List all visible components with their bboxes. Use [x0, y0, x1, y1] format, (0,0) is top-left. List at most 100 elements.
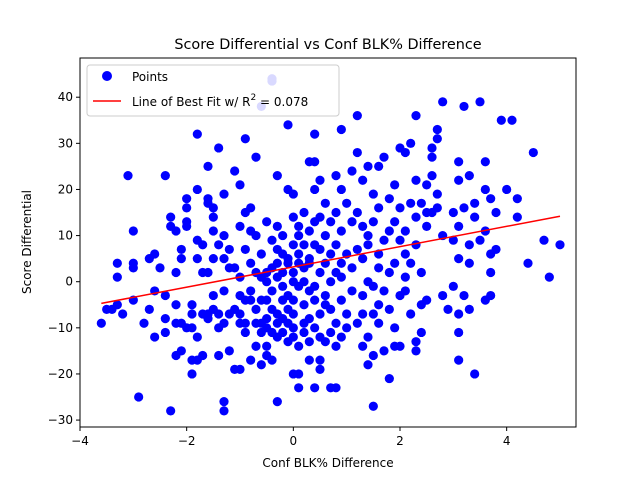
- data-point: [400, 249, 410, 259]
- data-point: [326, 217, 336, 227]
- data-point: [336, 332, 346, 342]
- x-axis-label: Conf BLK% Difference: [262, 456, 393, 470]
- data-point: [246, 286, 256, 296]
- data-point: [187, 369, 197, 379]
- data-point: [123, 171, 133, 181]
- data-point: [464, 240, 474, 250]
- data-point: [208, 212, 218, 222]
- data-point: [342, 309, 352, 319]
- legend-box: [86, 64, 340, 117]
- data-point: [384, 304, 394, 314]
- data-point: [272, 397, 282, 407]
- data-point: [315, 364, 325, 374]
- data-point: [150, 332, 160, 342]
- data-point: [395, 203, 405, 213]
- data-point: [486, 290, 496, 301]
- data-point: [454, 309, 464, 319]
- data-point: [379, 346, 389, 356]
- data-point: [187, 323, 197, 333]
- data-point: [416, 198, 426, 208]
- data-point: [374, 203, 384, 213]
- data-point: [240, 327, 250, 338]
- data-point: [486, 194, 496, 204]
- data-point: [176, 346, 186, 356]
- data-point: [251, 341, 261, 351]
- data-point: [406, 138, 416, 148]
- data-point: [470, 369, 480, 379]
- y-tick-label: 20: [58, 182, 73, 196]
- data-point: [278, 230, 288, 241]
- data-point: [374, 263, 384, 273]
- data-point: [224, 244, 234, 255]
- data-point: [411, 111, 421, 121]
- data-point: [294, 383, 304, 393]
- data-point: [528, 147, 538, 158]
- data-point: [203, 161, 213, 171]
- data-point: [448, 207, 458, 218]
- data-point: [358, 341, 368, 351]
- data-point: [523, 258, 533, 268]
- data-point: [315, 212, 325, 222]
- data-point: [336, 226, 346, 236]
- data-point: [331, 171, 341, 181]
- data-point: [278, 267, 288, 278]
- data-point: [294, 369, 304, 379]
- legend-fit-label: Line of Best Fit w/ R2 = 0.078: [132, 93, 308, 109]
- data-point: [310, 281, 320, 291]
- data-point: [379, 152, 389, 162]
- y-tick-label: −30: [48, 413, 73, 427]
- data-point: [464, 171, 474, 181]
- x-tick-label: −4: [71, 434, 89, 448]
- data-point: [272, 171, 282, 181]
- data-point: [448, 235, 458, 245]
- data-point: [390, 180, 400, 190]
- data-point: [171, 267, 181, 278]
- data-point: [347, 166, 357, 176]
- data-point: [267, 235, 277, 245]
- data-point: [379, 235, 389, 245]
- data-point: [464, 304, 474, 314]
- data-point: [438, 290, 448, 301]
- data-point: [230, 166, 240, 176]
- data-point: [219, 230, 229, 241]
- data-point: [320, 290, 330, 301]
- data-point: [363, 360, 373, 370]
- data-point: [294, 230, 304, 241]
- data-point: [480, 157, 490, 167]
- data-point: [347, 217, 357, 227]
- data-point: [336, 258, 346, 268]
- data-point: [251, 152, 261, 162]
- data-point: [491, 244, 501, 255]
- data-point: [262, 341, 272, 351]
- data-point: [262, 277, 272, 287]
- data-point: [416, 327, 426, 338]
- data-point: [384, 373, 394, 384]
- data-point: [470, 198, 480, 208]
- data-point: [411, 212, 421, 222]
- data-point: [459, 101, 469, 112]
- best-fit-line: [101, 215, 561, 305]
- data-point: [299, 327, 309, 338]
- x-tick-label: −2: [178, 434, 196, 448]
- data-point: [384, 226, 394, 236]
- data-point: [374, 318, 384, 328]
- data-point: [208, 290, 218, 301]
- data-point: [166, 406, 176, 416]
- data-point: [150, 249, 160, 259]
- data-point: [256, 360, 266, 370]
- data-point: [294, 221, 304, 231]
- data-point: [171, 226, 181, 236]
- data-point: [336, 295, 346, 305]
- data-point: [267, 355, 277, 365]
- data-point: [363, 332, 373, 342]
- data-point: [512, 212, 522, 222]
- data-point: [246, 258, 256, 268]
- data-point: [112, 300, 122, 310]
- data-point: [331, 240, 341, 250]
- data-point: [470, 212, 480, 222]
- data-point: [96, 318, 106, 328]
- legend-fit-label-prefix: Line of Best Fit w/ R: [132, 95, 250, 109]
- data-point: [363, 161, 373, 171]
- data-point: [203, 267, 213, 278]
- data-point: [214, 240, 224, 250]
